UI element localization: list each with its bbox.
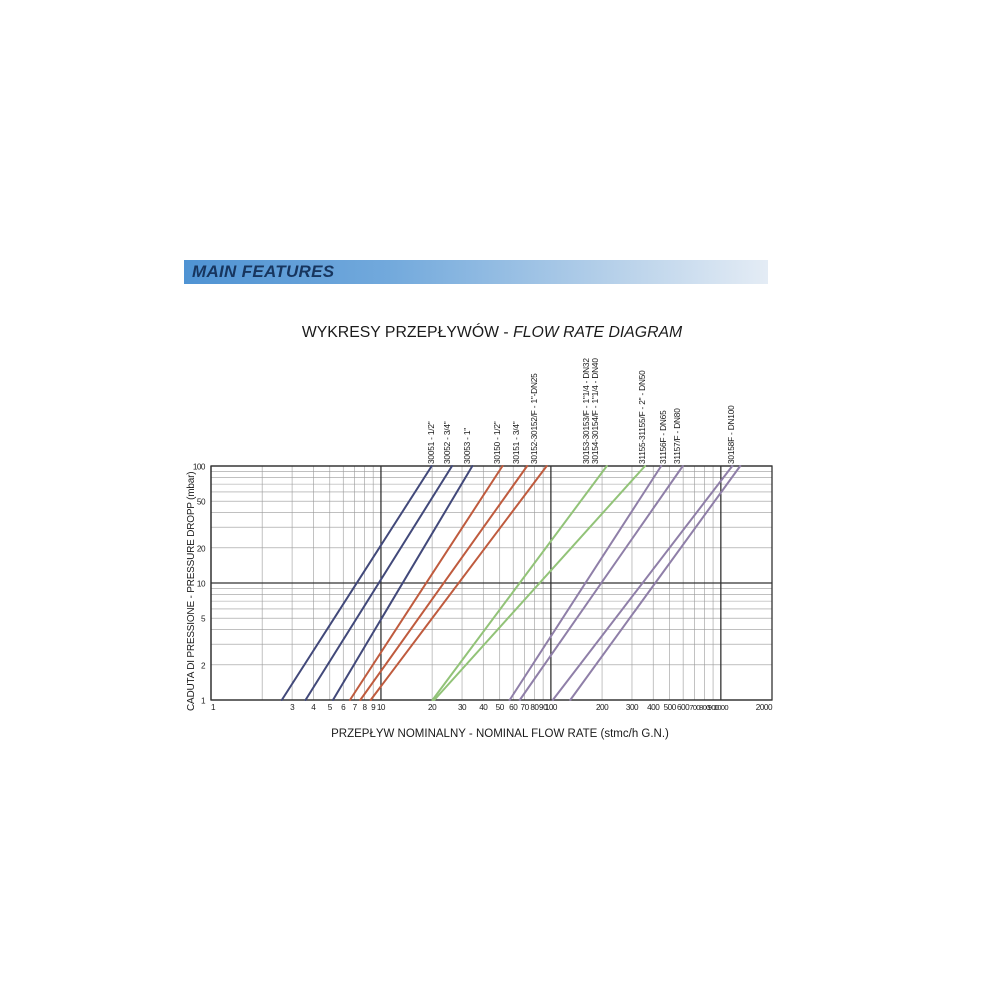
- svg-text:30052 - 3/4": 30052 - 3/4": [442, 421, 452, 464]
- svg-text:1000: 1000: [714, 703, 729, 712]
- svg-text:60: 60: [509, 703, 518, 712]
- svg-text:1: 1: [211, 703, 216, 712]
- svg-text:20: 20: [428, 703, 437, 712]
- svg-text:30: 30: [458, 703, 467, 712]
- svg-text:100: 100: [545, 703, 558, 712]
- svg-text:1: 1: [201, 697, 206, 706]
- svg-text:2: 2: [201, 661, 206, 670]
- svg-text:70: 70: [521, 703, 530, 712]
- svg-text:2000: 2000: [756, 703, 773, 712]
- svg-text:30051 - 1/2": 30051 - 1/2": [426, 421, 436, 464]
- svg-text:500: 500: [664, 703, 677, 712]
- svg-text:5: 5: [201, 615, 206, 624]
- svg-text:5: 5: [328, 703, 333, 712]
- svg-text:80: 80: [530, 703, 539, 712]
- svg-text:50: 50: [197, 498, 206, 507]
- svg-text:20: 20: [197, 544, 206, 553]
- svg-text:30158F - DN100: 30158F - DN100: [726, 405, 736, 464]
- svg-text:7: 7: [353, 703, 358, 712]
- svg-text:31155-31155/F - 2" - DN50: 31155-31155/F - 2" - DN50: [637, 370, 647, 464]
- svg-text:300: 300: [626, 703, 639, 712]
- svg-text:100: 100: [193, 463, 206, 472]
- svg-text:4: 4: [311, 703, 316, 712]
- svg-text:8: 8: [362, 703, 367, 712]
- svg-text:30152-30152/F - 1"-DN25: 30152-30152/F - 1"-DN25: [529, 373, 539, 464]
- svg-text:31156F - DN65: 31156F - DN65: [658, 410, 668, 464]
- svg-text:10: 10: [197, 580, 206, 589]
- svg-text:200: 200: [596, 703, 609, 712]
- svg-text:400: 400: [647, 703, 660, 712]
- svg-text:6: 6: [341, 703, 346, 712]
- svg-text:31157/F - DN80: 31157/F - DN80: [672, 408, 682, 464]
- svg-text:30154-30154/F - 1"1/4 - DN40: 30154-30154/F - 1"1/4 - DN40: [590, 358, 600, 464]
- svg-text:600: 600: [677, 703, 690, 712]
- svg-text:30053 - 1": 30053 - 1": [462, 428, 472, 464]
- svg-text:40: 40: [479, 703, 488, 712]
- svg-text:9: 9: [371, 703, 376, 712]
- svg-text:10: 10: [377, 703, 386, 712]
- svg-text:3: 3: [290, 703, 295, 712]
- svg-text:50: 50: [496, 703, 505, 712]
- svg-text:30150 - 1/2": 30150 - 1/2": [492, 421, 502, 464]
- svg-text:30151 - 3/4": 30151 - 3/4": [511, 421, 521, 464]
